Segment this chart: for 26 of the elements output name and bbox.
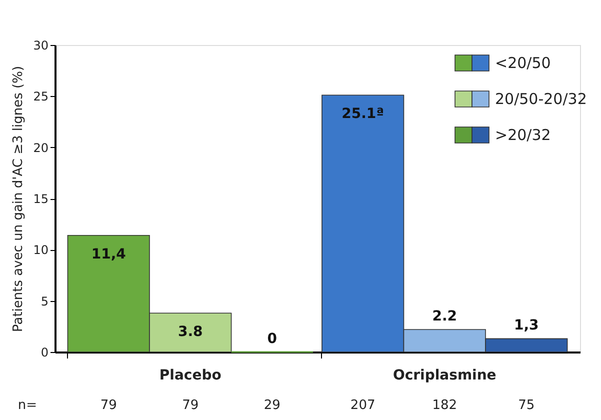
text: 79 (182, 398, 199, 413)
legend-label: 20/50-20/32 (495, 90, 587, 108)
data-label: 11,4 (91, 246, 126, 262)
data-label: 0 (267, 331, 278, 347)
data-label: 25.1ª (342, 106, 384, 122)
text: 75 (518, 398, 535, 413)
text: n= (18, 398, 37, 413)
y-tick-label: 20 (33, 140, 48, 155)
text: 182 (432, 398, 458, 413)
data-label: 1,3 (514, 318, 539, 334)
data-label: 2.2 (432, 308, 458, 324)
text: 29 (264, 398, 280, 413)
y-tick-label: 25 (33, 90, 48, 104)
y-tick-label: 0 (40, 346, 48, 360)
x-tick-label: Ocriplasmine (392, 368, 496, 384)
y-tick-label: 15 (33, 192, 48, 206)
y-tick-label: 5 (40, 294, 48, 308)
x-tick-label: Placebo (159, 368, 222, 384)
text: 207 (350, 398, 376, 413)
text: 79 (100, 398, 117, 413)
y-tick-label: 10 (33, 243, 48, 258)
y-tick-label: 30 (33, 38, 48, 52)
legend-label: <20/50 (495, 54, 551, 72)
legend-label: >20/32 (495, 126, 551, 144)
data-label: 3.8 (178, 324, 203, 340)
y-axis-title: Patients avec un gain d'AC ≥3 lignes (%) (11, 66, 26, 332)
